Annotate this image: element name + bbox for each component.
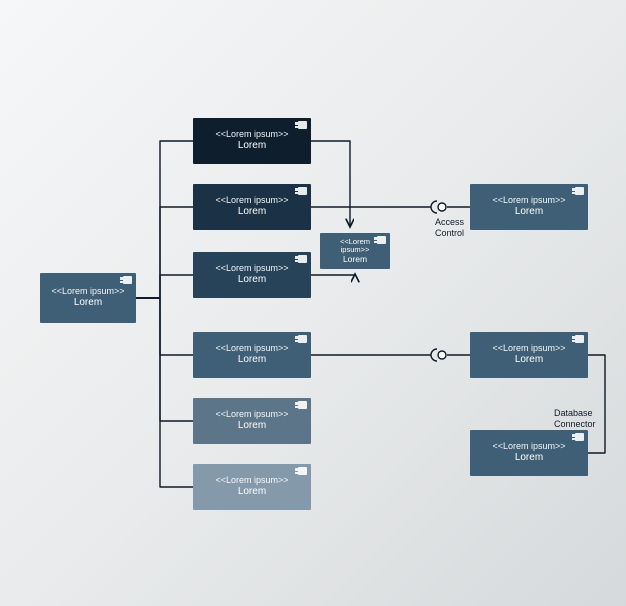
component-c4: <<Lorem ipsum>>Lorem — [193, 332, 311, 378]
component-icon — [123, 276, 132, 284]
component-name: Lorem — [515, 452, 543, 464]
socket-icon — [431, 201, 437, 213]
stereotype-label: <<Lorem ipsum>> — [215, 410, 288, 420]
connector-c1-down — [311, 141, 350, 227]
connector-r2-r3 — [588, 355, 605, 453]
connector-label: Connector — [554, 419, 596, 429]
component-r2: <<Lorem ipsum>>Lorem — [470, 332, 588, 378]
component-left: <<Lorem ipsum>>Lorem — [40, 273, 136, 323]
stereotype-label: <<Lorem ipsum>> — [215, 196, 288, 206]
connector-label: Control — [435, 228, 464, 238]
connector-l-c5 — [136, 298, 193, 421]
ball-icon — [438, 203, 446, 211]
stereotype-label: <<Lorem ipsum>> — [215, 344, 288, 354]
stereotype-label: <<Lorem ipsum>> — [492, 442, 565, 452]
component-name: Lorem — [238, 354, 266, 366]
connector-l-c4 — [136, 298, 193, 355]
component-r1: <<Lorem ipsum>>Lorem — [470, 184, 588, 230]
component-c2: <<Lorem ipsum>>Lorem — [193, 184, 311, 230]
component-name: Lorem — [238, 206, 266, 218]
component-c6: <<Lorem ipsum>>Lorem — [193, 464, 311, 510]
component-name: Lorem — [238, 486, 266, 498]
component-icon — [298, 401, 307, 409]
component-name: Lorem — [238, 274, 266, 286]
stereotype-label: <<Lorem ipsum>> — [51, 287, 124, 297]
connector-label: Access — [435, 217, 464, 227]
ball-icon — [438, 351, 446, 359]
component-name: Lorem — [238, 420, 266, 432]
component-r3: <<Lorem ipsum>>Lorem — [470, 430, 588, 476]
component-icon — [575, 335, 584, 343]
component-icon — [298, 335, 307, 343]
connector-label: Database — [554, 408, 593, 418]
connector-l-c2 — [136, 207, 193, 298]
component-icon — [298, 467, 307, 475]
component-icon — [298, 121, 307, 129]
component-name: Lorem — [343, 255, 367, 264]
stereotype-label: <<Lorem ipsum>> — [215, 264, 288, 274]
stereotype-label: <<Lorem ipsum>> — [215, 130, 288, 140]
component-c5: <<Lorem ipsum>>Lorem — [193, 398, 311, 444]
stereotype-label: <<Lorem ipsum>> — [215, 476, 288, 486]
stereotype-label: <<Lorem ipsum>> — [492, 196, 565, 206]
connector-c3-sm — [311, 274, 355, 275]
component-icon — [298, 255, 307, 263]
component-small: <<Lorem ipsum>>Lorem — [320, 233, 390, 269]
connector-l-c3 — [136, 275, 193, 298]
component-c3: <<Lorem ipsum>>Lorem — [193, 252, 311, 298]
component-icon — [377, 236, 386, 244]
socket-icon — [431, 349, 437, 361]
component-name: Lorem — [515, 354, 543, 366]
component-c1: <<Lorem ipsum>>Lorem — [193, 118, 311, 164]
component-name: Lorem — [515, 206, 543, 218]
stereotype-label: <<Lorem ipsum>> — [492, 344, 565, 354]
component-icon — [298, 187, 307, 195]
component-name: Lorem — [74, 297, 102, 309]
connector-l-c6 — [136, 298, 193, 487]
component-name: Lorem — [238, 140, 266, 152]
component-icon — [575, 187, 584, 195]
component-icon — [575, 433, 584, 441]
